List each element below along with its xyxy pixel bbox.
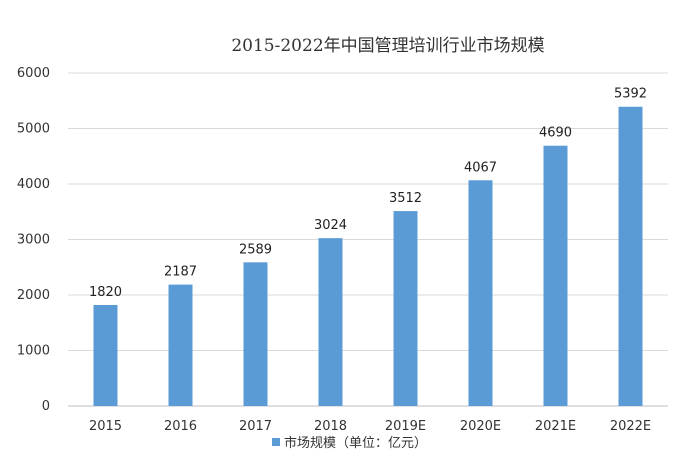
bars [93,106,643,406]
bar [318,238,343,406]
data-label: 3512 [389,191,422,206]
bar [93,304,118,406]
gridlines [68,72,668,407]
x-tick-label: 2018 [314,419,347,434]
legend-label: 市场规模（单位：亿元） [284,435,427,451]
data-label: 1820 [89,285,122,300]
data-label: 3024 [314,218,347,233]
data-labels: 1820 2187 2589 3024 3512 4067 4690 5392 [89,87,647,300]
y-tick-label: 5000 [17,122,50,137]
data-label: 2187 [164,265,197,280]
y-tick-label: 4000 [17,177,50,192]
x-axis-ticks: 2015 2016 2017 2018 2019E 2020E 2021E 2022E [89,419,651,434]
y-tick-label: 2000 [17,288,50,303]
x-tick-label: 2020E [460,419,501,434]
bar [618,106,643,406]
x-tick-label: 2019E [385,419,426,434]
y-axis-ticks: 0 1000 2000 3000 4000 5000 6000 [17,66,50,414]
y-tick-label: 0 [42,399,50,414]
y-tick-label: 3000 [17,233,50,248]
bar [168,284,193,406]
x-tick-label: 2021E [535,419,576,434]
x-tick-label: 2015 [89,419,122,434]
bar [468,180,493,406]
legend: 市场规模（单位：亿元） [272,435,427,451]
x-tick-label: 2017 [239,419,272,434]
y-tick-label: 6000 [17,66,50,81]
data-label: 5392 [614,87,647,102]
bar [543,145,568,406]
bar [393,211,418,406]
y-tick-label: 1000 [17,344,50,359]
chart-title: 2015-2022年中国管理培训行业市场规模 [231,36,544,56]
data-label: 4067 [464,160,497,175]
bar [243,262,268,406]
legend-swatch [272,438,280,446]
x-tick-label: 2022E [610,419,651,434]
x-tick-label: 2016 [164,419,197,434]
data-label: 2589 [239,242,272,257]
data-label: 4690 [539,126,572,141]
